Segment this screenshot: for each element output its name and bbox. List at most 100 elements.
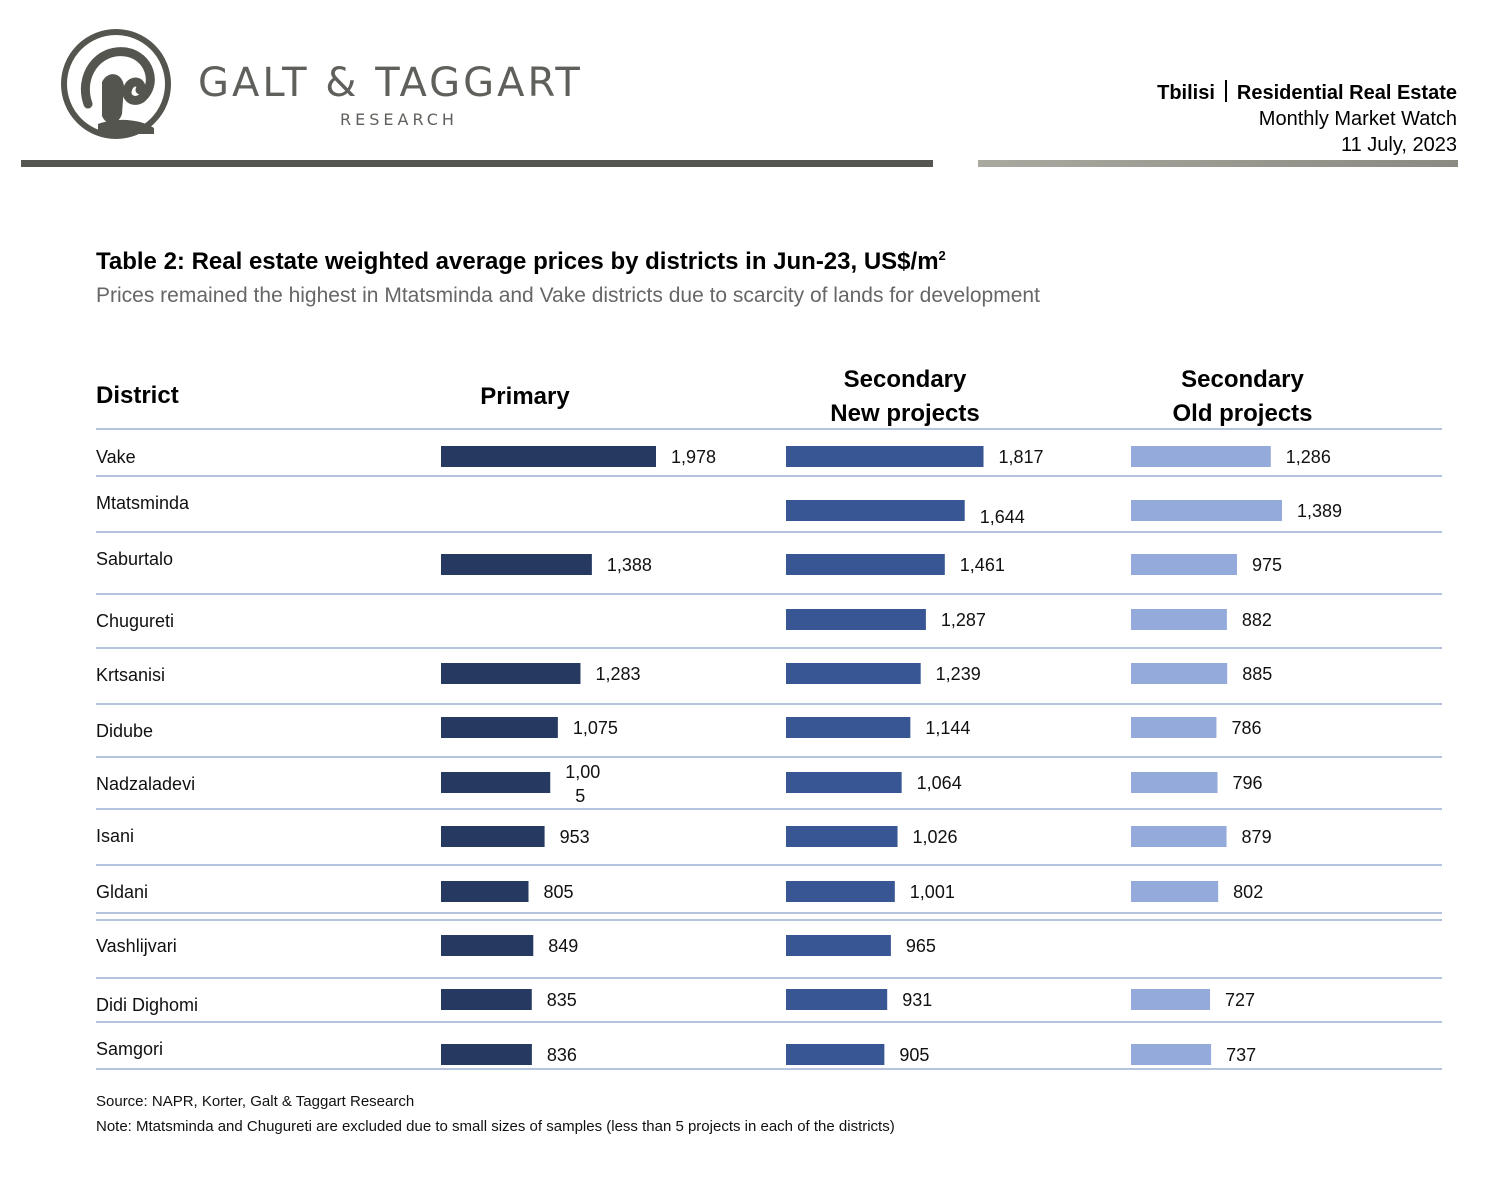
footnote: Note: Mtatsminda and Chugureti are exclu… [96,1118,895,1135]
district-label: Mtatsminda [96,493,190,513]
bar-value-label: 737 [1226,1045,1256,1065]
bar-value-label: 975 [1252,555,1282,575]
report-line-1: Tbilisi Residential Real Estate [1157,80,1457,106]
bar-secondary-old [1131,663,1228,684]
column-header-primary: Primary [480,383,570,410]
bar-value-label: 931 [902,990,932,1010]
bar-value-label: 1,978 [671,447,716,467]
chart-title-text: Table 2: Real estate weighted average pr… [96,248,939,275]
bar-primary [441,717,558,738]
bar-value-label: 805 [544,882,574,902]
bar-value-label: 5 [575,786,585,806]
bar-value-label: 879 [1242,827,1272,847]
bar-secondary-old [1131,989,1211,1010]
chart-title: Table 2: Real estate weighted average pr… [96,248,946,276]
report-header: Tbilisi Residential Real Estate Monthly M… [1157,80,1457,158]
bar-value-label: 1,00 [565,762,600,782]
ram-logo-icon [61,29,171,139]
bar-secondary-old [1131,554,1237,575]
bar-secondary-new [786,554,945,575]
bar-value-label: 882 [1242,610,1272,630]
bar-value-label: 1,239 [936,664,981,684]
column-header-district: District [96,382,179,409]
chart-subtitle: Prices remained the highest in Mtatsmind… [96,284,1040,307]
bar-secondary-new [786,826,898,847]
bar-value-label: 1,286 [1286,447,1331,467]
bar-value-label: 905 [899,1045,929,1065]
bar-value-label: 849 [548,936,578,956]
bar-value-label: 796 [1233,773,1263,793]
report-type: Monthly Market Watch [1258,108,1457,130]
bar-secondary-new [786,717,911,738]
district-label: Vashlijvari [96,936,177,956]
bar-value-label: 885 [1242,664,1272,684]
bar-value-label: 965 [906,936,936,956]
header-rule-right [978,160,1458,167]
bar-value-label: 1,026 [913,827,958,847]
bar-value-label: 1,817 [999,447,1044,467]
bar-value-label: 1,144 [925,718,970,738]
bar-primary [441,663,581,684]
bar-secondary-new [786,881,895,902]
bar-secondary-old [1131,826,1227,847]
column-header-secondary-new: Secondary New projects [830,366,980,427]
bar-value-label: 953 [560,827,590,847]
district-label: Isani [96,826,134,846]
district-label: Didi Dighomi [96,995,198,1015]
bar-secondary-new [786,663,921,684]
header-rule-left [21,160,933,167]
bar-value-label: 1,388 [607,555,652,575]
source-note: Source: NAPR, Korter, Galt & Taggart Res… [96,1093,415,1110]
bar-value-label: 727 [1225,990,1255,1010]
bar-value-label: 1,644 [980,507,1025,527]
bar-value-label: 835 [547,990,577,1010]
bar-secondary-old [1131,717,1217,738]
bar-secondary-new [786,609,926,630]
column-header-secondary-old: Secondary Old projects [1172,366,1313,427]
brand-name: GALT & TAGGART [198,60,583,106]
bar-secondary-new [786,989,888,1010]
district-label: Samgori [96,1039,163,1059]
bar-secondary-new [786,1044,885,1065]
bar-primary [441,881,529,902]
bar-primary [441,554,592,575]
bar-value-label: 1,389 [1297,501,1342,521]
bar-secondary-old [1131,500,1282,521]
bar-primary [441,935,534,956]
city: Tbilisi [1157,82,1215,104]
district-label: Didube [96,721,153,741]
bar-value-label: 786 [1231,718,1261,738]
bar-secondary-new [786,500,965,521]
district-label: Vake [96,447,136,467]
bar-secondary-new [786,935,891,956]
district-label: Gldani [96,882,148,902]
bar-value-label: 836 [547,1045,577,1065]
bar-value-label: 1,287 [941,610,986,630]
bar-primary [441,989,532,1010]
bar-primary [441,772,551,793]
bar-secondary-old [1131,881,1219,902]
chart-title-superscript: 2 [938,248,946,263]
report-name: Residential Real Estate [1236,82,1457,104]
bar-primary [441,446,657,467]
bar-secondary-old [1131,772,1218,793]
bar-secondary-old [1131,1044,1212,1065]
bar-secondary-new [786,446,984,467]
bar-primary [441,826,545,847]
district-label: Saburtalo [96,549,173,569]
bar-value-label: 1,075 [573,718,618,738]
bar-secondary-old [1131,446,1271,467]
district-label: Chugureti [96,611,174,631]
bar-value-label: 1,283 [595,664,640,684]
bar-value-label: 802 [1233,882,1263,902]
bar-value-label: 1,064 [917,773,962,793]
bar-secondary-new [786,772,902,793]
header-separator [1224,80,1227,102]
bar-value-label: 1,001 [910,882,955,902]
district-label: Krtsanisi [96,665,165,685]
bar-value-label: 1,461 [960,555,1005,575]
bar-primary [441,1044,532,1065]
brand-subtitle: RESEARCH [340,110,458,129]
district-label: Nadzaladevi [96,774,195,794]
